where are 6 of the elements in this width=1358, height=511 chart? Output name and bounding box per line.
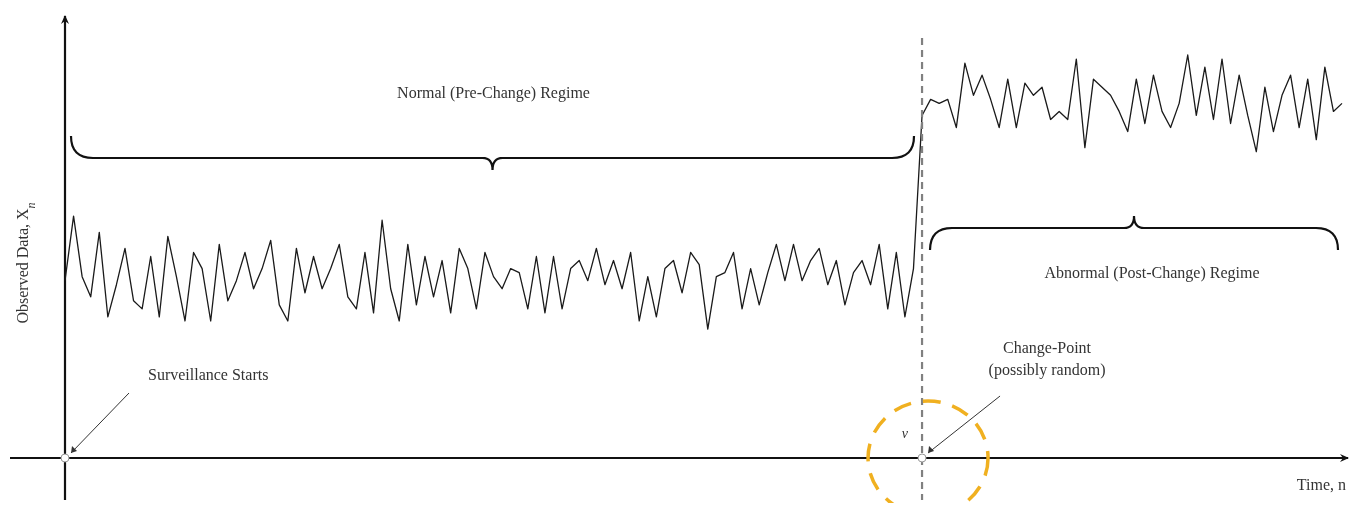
annotation: Surveillance Starts bbox=[148, 366, 269, 383]
annotation: Abnormal (Post-Change) Regime bbox=[1044, 264, 1260, 282]
annotation: Normal (Pre-Change) Regime bbox=[397, 84, 590, 102]
annotation: Change-Point (possibly random) bbox=[988, 339, 1106, 379]
annotation: ν bbox=[901, 426, 909, 441]
x-axis-title: Time, n bbox=[1296, 476, 1346, 493]
